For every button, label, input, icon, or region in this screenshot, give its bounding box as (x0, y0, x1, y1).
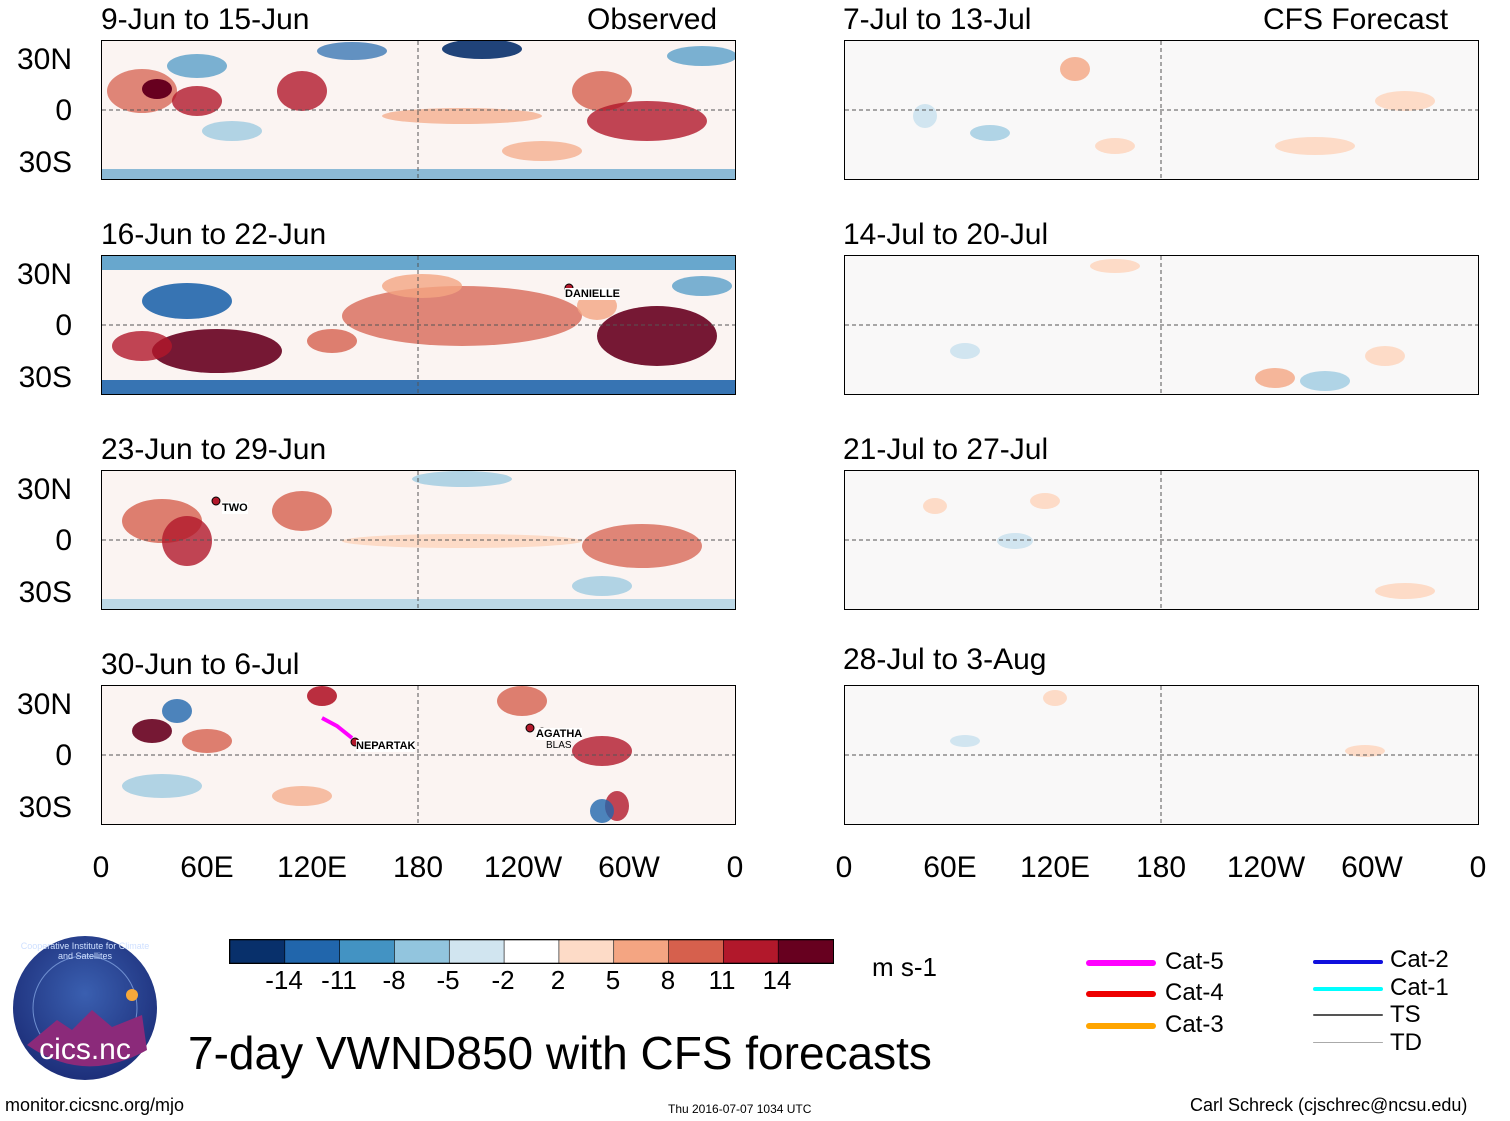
x-tick-120w: 120W (483, 851, 563, 884)
storm-label-blas: BLAS (546, 740, 572, 751)
logo-ring-text: Cooperative Institute for Climate and Sa… (20, 941, 150, 961)
x-tick-180: 180 (1135, 851, 1187, 884)
y-tick-30s: 30S (18, 146, 72, 179)
forecast-panel-4-title: 28-Jul to 3-Aug (843, 643, 1047, 676)
y-tick-30n: 30N (16, 473, 72, 506)
x-tick-120e: 120E (1019, 851, 1091, 884)
legend-label-td: TD (1390, 1029, 1422, 1056)
colorbar-segment (503, 939, 560, 964)
x-tick-120w: 120W (1226, 851, 1306, 884)
observed-panel-3-title: 23-Jun to 29-Jun (101, 433, 327, 466)
y-tick-0: 0 (55, 524, 72, 557)
legend-label-cat3: Cat-3 (1165, 1011, 1224, 1038)
colorbar-segment (558, 939, 615, 964)
legend-swatch-cat1 (1313, 987, 1383, 991)
x-tick-0-end: 0 (1469, 851, 1487, 884)
storm-label-nepartak: NEPARTAK (356, 740, 416, 752)
x-tick-60w: 60W (598, 851, 660, 884)
colorbar-segment (613, 939, 670, 964)
x-tick-60e: 60E (923, 851, 977, 884)
colorbar-tick: 11 (708, 965, 736, 995)
legend-swatch-td (1313, 1042, 1383, 1043)
colorbar-tick: -2 (491, 965, 515, 995)
observed-map-panel-2: DANIELLE (101, 255, 736, 395)
colorbar-segment (284, 939, 341, 964)
y-tick-30s: 30S (18, 361, 72, 394)
colorbar-segment (668, 939, 725, 964)
colorbar-segment (777, 939, 834, 964)
colorbar-segment (339, 939, 396, 964)
colorbar-tick: 8 (660, 965, 676, 995)
forecast-map-panel-1 (844, 40, 1479, 180)
colorbar-unit: m s-1 (872, 952, 937, 982)
x-tick-120e: 120E (276, 851, 348, 884)
legend-swatch-cat4 (1086, 991, 1156, 997)
main-title: 7-day VWND850 with CFS forecasts (188, 1027, 932, 1079)
forecast-map-panel-2 (844, 255, 1479, 395)
forecast-panel-2-title: 14-Jul to 20-Jul (843, 218, 1049, 251)
footer-url[interactable]: monitor.cicsnc.org/mjo (5, 1095, 185, 1115)
colorbar-segment (448, 939, 505, 964)
colorbar-segment (394, 939, 451, 964)
forecast-map-panel-4 (844, 685, 1479, 825)
legend-swatch-cat3 (1086, 1023, 1156, 1029)
forecast-panel-3-title: 21-Jul to 27-Jul (843, 433, 1049, 466)
y-tick-30n: 30N (16, 43, 72, 76)
legend-label-cat5: Cat-5 (1165, 948, 1224, 975)
observed-panel-2-title: 16-Jun to 22-Jun (101, 218, 327, 251)
logo-text: cics.nc (39, 1033, 131, 1066)
x-tick-0: 0 (835, 851, 853, 884)
y-tick-0: 0 (55, 94, 72, 127)
observed-map-panel-1 (101, 40, 736, 180)
forecast-panel-1-title: 7-Jul to 13-Jul (843, 3, 1032, 36)
storm-label-danielle: DANIELLE (565, 288, 620, 300)
colorbar (229, 939, 834, 964)
cics-logo: Cooperative Institute for Climate and Sa… (12, 935, 158, 1081)
colorbar-tick: -14 (265, 965, 303, 995)
storm-label-two: TWO (222, 502, 248, 514)
observed-panel-1-title: 9-Jun to 15-Jun (101, 3, 310, 36)
legend-label-cat1: Cat-1 (1390, 974, 1449, 1001)
y-tick-0: 0 (55, 739, 72, 772)
legend-label-ts: TS (1390, 1001, 1421, 1028)
y-tick-30s: 30S (18, 791, 72, 824)
y-tick-30n: 30N (16, 258, 72, 291)
footer-timestamp: Thu 2016-07-07 1034 UTC (668, 1102, 812, 1116)
legend-swatch-ts (1313, 1014, 1383, 1016)
x-tick-60w: 60W (1341, 851, 1403, 884)
storm-label-agatha: AGATHA (536, 728, 583, 740)
observed-panel-4-title: 30-Jun to 6-Jul (101, 648, 300, 681)
y-tick-0: 0 (55, 309, 72, 342)
cfs-forecast-label: CFS Forecast (1263, 3, 1449, 36)
legend-label-cat2: Cat-2 (1390, 946, 1449, 973)
colorbar-tick: -5 (436, 965, 460, 995)
colorbar-tick: -11 (321, 965, 357, 995)
forecast-map-panel-3 (844, 470, 1479, 610)
legend-label-cat4: Cat-4 (1165, 979, 1224, 1006)
x-tick-180: 180 (392, 851, 444, 884)
colorbar-tick: 14 (762, 965, 792, 995)
x-tick-0-end: 0 (726, 851, 744, 884)
colorbar-tick: 2 (550, 965, 566, 995)
observed-map-panel-4: NEPARTAK AGATHA BLAS (101, 685, 736, 825)
y-tick-30n: 30N (16, 688, 72, 721)
x-tick-60e: 60E (180, 851, 234, 884)
x-tick-0: 0 (92, 851, 110, 884)
legend-swatch-cat2 (1313, 960, 1383, 964)
y-tick-30s: 30S (18, 576, 72, 609)
colorbar-tick: 5 (605, 965, 621, 995)
legend-swatch-cat5 (1086, 960, 1156, 966)
colorbar-segment (723, 939, 779, 964)
colorbar-tick: -8 (382, 965, 406, 995)
observed-map-panel-3: TWO (101, 470, 736, 610)
footer-author: Carl Schreck (cjschrec@ncsu.edu) (1190, 1095, 1468, 1115)
colorbar-segment (229, 939, 286, 964)
observed-label: Observed (587, 3, 718, 36)
